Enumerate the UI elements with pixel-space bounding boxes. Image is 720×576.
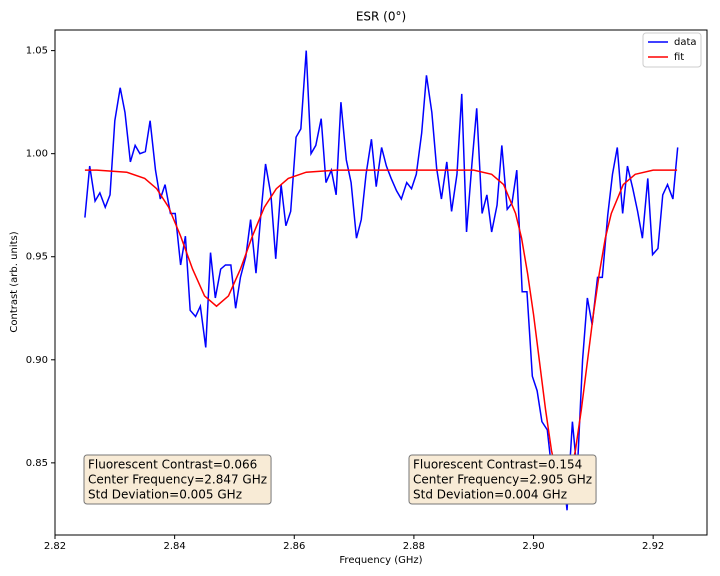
- series-line: [84, 50, 679, 511]
- legend-label: data: [674, 37, 697, 48]
- x-tick-label: 2.90: [522, 541, 544, 552]
- x-tick-label: 2.86: [283, 541, 305, 552]
- y-tick-label: 0.85: [26, 458, 48, 469]
- legend-label: fit: [674, 52, 684, 63]
- chart-title: ESR (0°): [356, 10, 406, 24]
- x-axis-label: Frequency (GHz): [339, 555, 422, 566]
- x-tick-label: 2.88: [403, 541, 425, 552]
- annotation-text: Std Deviation=0.005 GHz: [88, 488, 242, 502]
- x-tick-label: 2.92: [642, 541, 664, 552]
- series-line: [84, 169, 678, 490]
- annotation-box: [408, 454, 597, 505]
- annotation-box: [83, 454, 272, 505]
- annotation-text: Center Frequency=2.847 GHz: [88, 473, 267, 487]
- y-tick-label: 0.95: [26, 252, 48, 263]
- annotation-text: Std Deviation=0.004 GHz: [413, 488, 567, 502]
- y-tick-label: 1.05: [26, 46, 48, 57]
- y-tick-label: 0.90: [26, 355, 48, 366]
- y-tick-label: 1.00: [26, 149, 48, 160]
- annotation-text: Fluorescent Contrast=0.154: [413, 458, 582, 472]
- plot-frame: [54, 29, 708, 536]
- annotation-text: Center Frequency=2.905 GHz: [413, 473, 592, 487]
- x-tick-label: 2.82: [44, 541, 66, 552]
- x-tick-label: 2.84: [164, 541, 186, 552]
- annotation-text: Fluorescent Contrast=0.066: [88, 458, 257, 472]
- y-axis-label: Contrast (arb. units): [9, 231, 20, 332]
